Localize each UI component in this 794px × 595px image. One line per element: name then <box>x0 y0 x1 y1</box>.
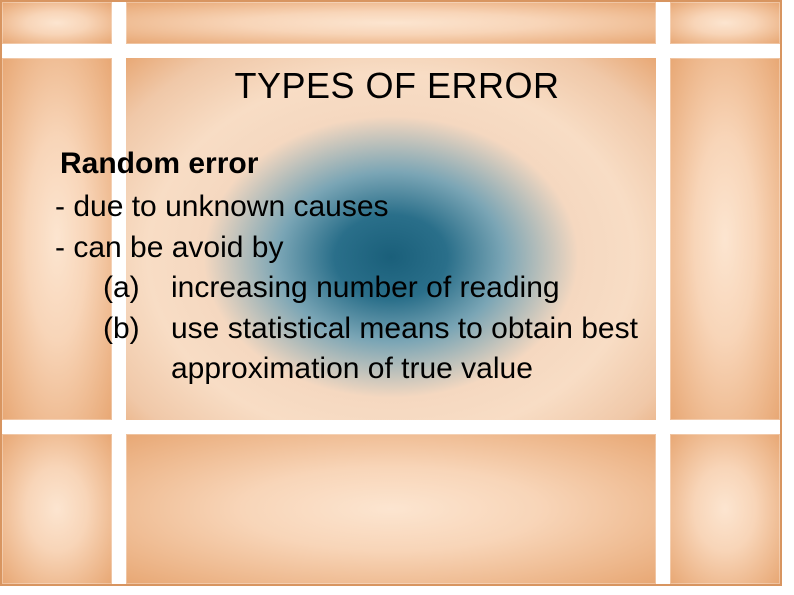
sub-label-a: (a) <box>103 268 171 309</box>
sub-label-b: (b) <box>103 309 171 350</box>
slide-content: TYPES OF ERROR Random error - due to unk… <box>0 0 794 595</box>
sub-continuation-b: approximation of true value <box>171 349 739 390</box>
sub-item-a: (a) increasing number of reading <box>103 268 739 309</box>
bullet-line-1: - due to unknown causes <box>55 187 739 228</box>
slide-subtitle: Random error <box>60 147 739 181</box>
bullet-line-2: - can be avoid by <box>55 228 739 269</box>
sub-text-a: increasing number of reading <box>171 268 560 309</box>
slide-title: TYPES OF ERROR <box>55 65 739 107</box>
sub-item-b: (b) use statistical means to obtain best <box>103 309 739 350</box>
sub-text-b: use statistical means to obtain best <box>171 309 638 350</box>
